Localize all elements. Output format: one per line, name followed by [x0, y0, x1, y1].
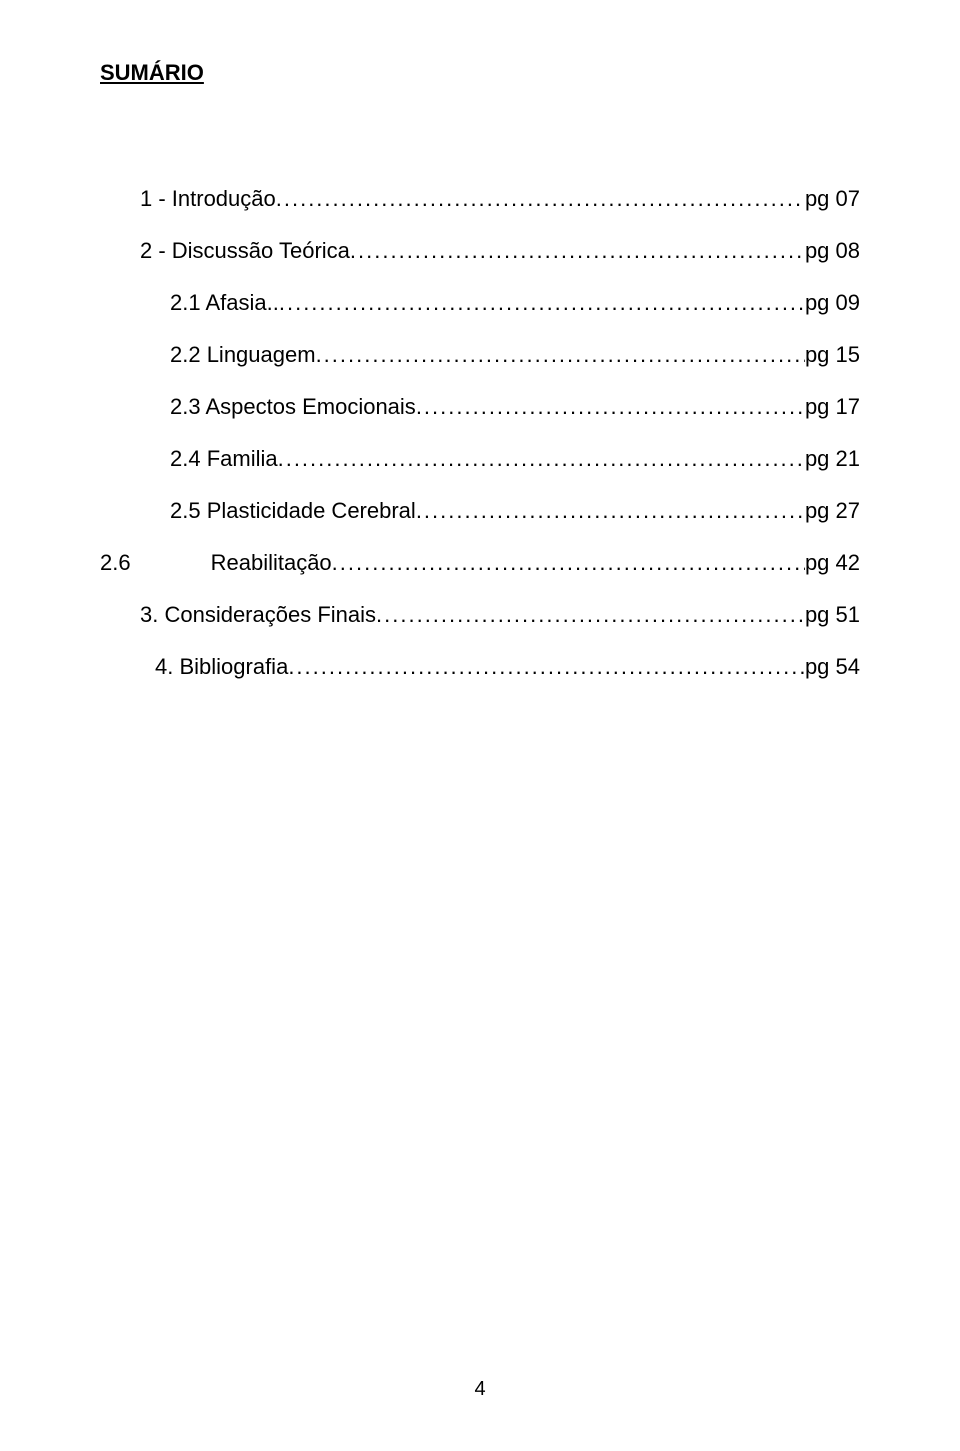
toc-label: 4. Bibliografia: [155, 654, 288, 680]
toc-page: pg 15: [805, 342, 860, 368]
toc-dots: ........................................…: [288, 654, 805, 680]
toc-label: 2 - Discussão Teórica: [140, 238, 350, 264]
toc-entry-familia: 2.4 Familia ............................…: [170, 446, 860, 472]
toc-entry-bibliografia: 4. Bibliografia ........................…: [155, 654, 860, 680]
toc-label: 2.4 Familia: [170, 446, 278, 472]
toc-dots: ........................................…: [279, 290, 805, 316]
toc-page: pg 08: [805, 238, 860, 264]
toc-entry-consideracoes: 3. Considerações Finais ................…: [140, 602, 860, 628]
toc-dots: ........................................…: [416, 498, 805, 524]
toc-page: pg 42: [805, 550, 860, 576]
toc-label: 2.2 Linguagem: [170, 342, 316, 368]
toc-dots: ........................................…: [332, 550, 805, 576]
toc-dots: ........................................…: [276, 186, 805, 212]
toc-dots: ........................................…: [416, 394, 805, 420]
toc-label: 2.5 Plasticidade Cerebral: [170, 498, 416, 524]
toc-dots: ........................................…: [350, 238, 805, 264]
toc-page: pg 27: [805, 498, 860, 524]
toc-entry-reabilitacao: 2.6 Reabilitação .......................…: [100, 550, 860, 576]
toc-page: pg 54: [805, 654, 860, 680]
toc-entry-aspectos: 2.3 Aspectos Emocionais ................…: [170, 394, 860, 420]
toc-label: 3. Considerações Finais: [140, 602, 376, 628]
page-number: 4: [474, 1378, 485, 1401]
toc-dots: ........................................…: [316, 342, 805, 368]
toc-page: pg 51: [805, 602, 860, 628]
toc-page: pg 09: [805, 290, 860, 316]
toc-label: 2.3 Aspectos Emocionais: [170, 394, 416, 420]
toc-label: 2.1 Afasia..: [170, 290, 279, 316]
toc-section-number: 2.6: [100, 550, 131, 576]
toc-dots: ........................................…: [376, 602, 805, 628]
toc-page: pg 21: [805, 446, 860, 472]
toc-entry-afasia: 2.1 Afasia.. ...........................…: [170, 290, 860, 316]
toc-entry-linguagem: 2.2 Linguagem ..........................…: [170, 342, 860, 368]
toc-entry-plasticidade: 2.5 Plasticidade Cerebral ..............…: [170, 498, 860, 524]
toc-label: Reabilitação: [211, 550, 332, 576]
toc-title: SUMÁRIO: [100, 60, 860, 86]
toc-page: pg 07: [805, 186, 860, 212]
toc-entry-intro: 1 - Introdução .........................…: [140, 186, 860, 212]
toc-label: 1 - Introdução: [140, 186, 276, 212]
toc-dots: ........................................…: [278, 446, 805, 472]
toc-entry-discussao: 2 - Discussão Teórica ..................…: [140, 238, 860, 264]
toc-page: pg 17: [805, 394, 860, 420]
